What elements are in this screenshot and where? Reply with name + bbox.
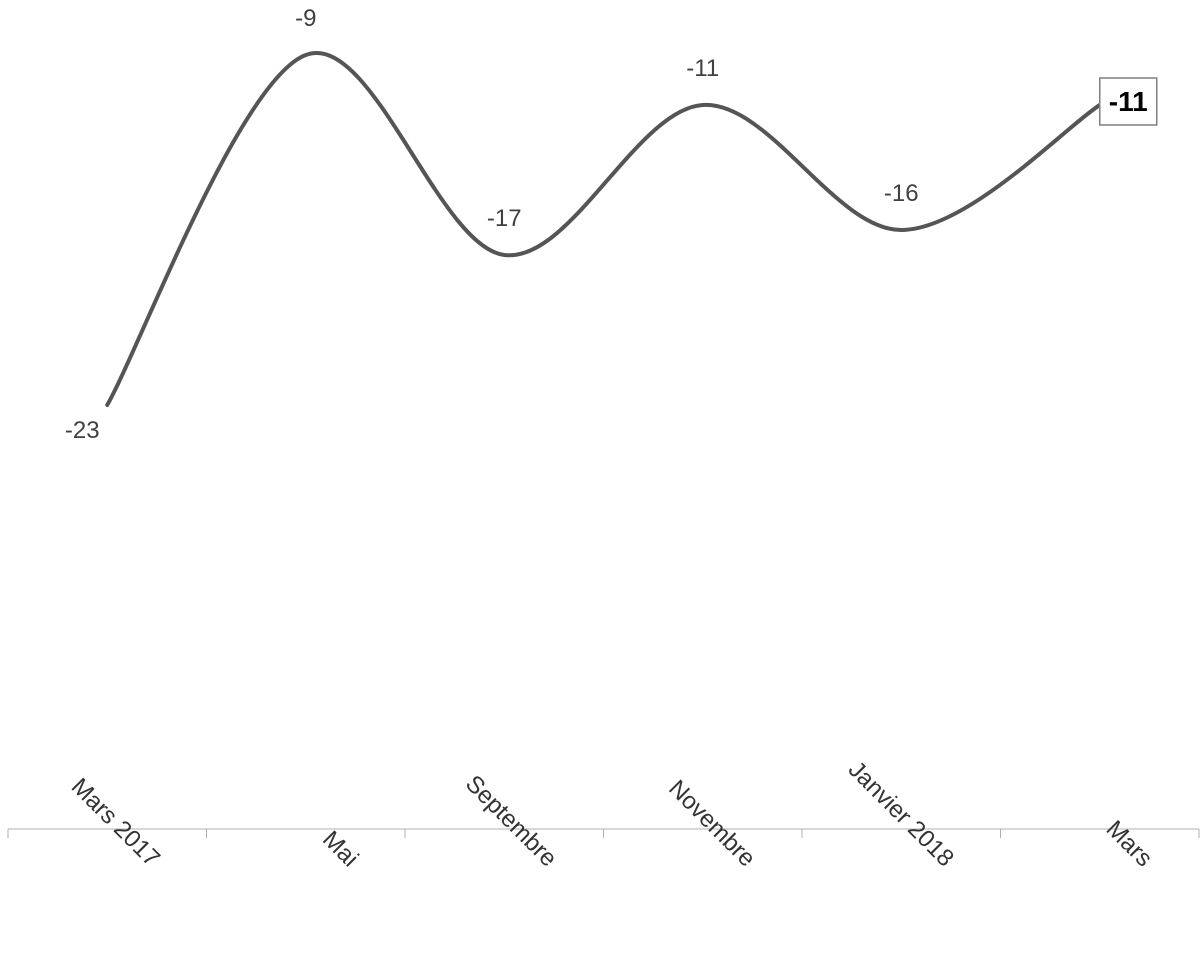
- x-tick-label: Janvier 2018: [843, 756, 959, 872]
- x-tick-label: Septembre: [460, 770, 562, 872]
- series-line: [105, 51, 1102, 407]
- data-label: -11: [686, 55, 719, 82]
- x-tick-labels: Mars 2017 Mai Septembre Novembre Janvier 201…: [66, 756, 1158, 872]
- data-point: [898, 227, 904, 233]
- data-point: [700, 102, 706, 108]
- x-axis: [7, 828, 1200, 838]
- x-tick-label: Novembre: [663, 775, 760, 872]
- x-tick-label: Mai: [317, 826, 363, 872]
- data-label: -9: [295, 5, 316, 32]
- data-point: [303, 52, 309, 58]
- data-labels: -23 -9 -17 -11 -16 -11: [65, 5, 1158, 444]
- data-point: [104, 402, 110, 408]
- last-value-box: [1099, 77, 1158, 126]
- data-label: -16: [884, 180, 919, 207]
- series-group: [104, 51, 1102, 408]
- data-label: -11: [1109, 86, 1148, 117]
- data-point: [501, 252, 507, 258]
- data-label: -17: [487, 205, 522, 232]
- data-label: -23: [65, 417, 100, 444]
- x-tick-label: Mars: [1101, 815, 1158, 872]
- x-tick-label: Mars 2017: [66, 773, 165, 872]
